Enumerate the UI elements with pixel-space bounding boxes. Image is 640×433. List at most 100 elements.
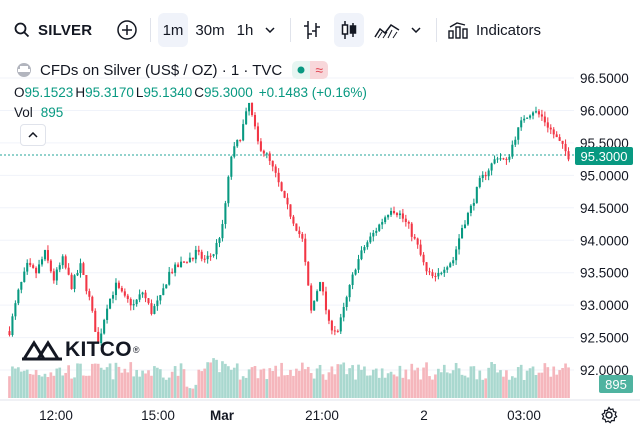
volume-bar xyxy=(43,373,47,398)
volume-bar xyxy=(448,373,452,398)
volume-bar xyxy=(327,372,331,398)
volume-bar xyxy=(537,372,541,398)
candle-body xyxy=(443,269,446,273)
interval-30m[interactable]: 30m xyxy=(195,21,225,39)
candle-body xyxy=(91,296,94,311)
cfd-indicator-icon: ≈ xyxy=(310,61,329,79)
candle-body xyxy=(363,247,366,251)
volume-bar xyxy=(392,374,396,398)
legend-collapse-button[interactable] xyxy=(20,124,46,146)
candle-body xyxy=(171,271,174,273)
candle-body xyxy=(416,238,419,245)
volume-bar xyxy=(333,374,337,398)
chevron-down-icon xyxy=(265,27,275,33)
volume-bar xyxy=(22,370,26,398)
indicators-button[interactable]: Indicators xyxy=(448,13,548,47)
candle-body xyxy=(150,303,153,314)
candle-body xyxy=(274,166,277,173)
candle-body xyxy=(478,178,481,187)
candle-body xyxy=(452,260,455,264)
candle-body xyxy=(481,174,484,179)
price-tick-label: 96.0000 xyxy=(580,103,629,118)
time-tick-label: 21:00 xyxy=(305,408,339,423)
candles-style-button[interactable] xyxy=(334,13,364,47)
volume-bar xyxy=(324,379,328,398)
candle-body xyxy=(135,299,138,305)
volume-bar xyxy=(481,379,485,398)
candle-body xyxy=(295,223,298,231)
volume-bar xyxy=(298,370,301,398)
low-value: 95.1340 xyxy=(143,84,193,100)
candle-body xyxy=(369,236,372,243)
candle-body xyxy=(230,156,233,177)
volume-bar xyxy=(525,370,529,398)
candle-body xyxy=(404,218,407,222)
candle-body xyxy=(138,294,141,300)
kitco-bars-icon xyxy=(22,340,62,361)
candle-body xyxy=(106,308,109,320)
interval-dropdown[interactable] xyxy=(260,13,280,47)
candle-body xyxy=(17,289,20,304)
area-style-button[interactable] xyxy=(372,13,402,47)
compare-add-button[interactable] xyxy=(112,13,142,47)
volume-bar xyxy=(123,368,127,398)
volume-bar xyxy=(132,376,136,398)
volume-bar xyxy=(164,379,168,398)
candle-body xyxy=(310,285,313,311)
candle-body xyxy=(14,303,17,317)
market-status-pill[interactable]: ≈ xyxy=(292,61,329,79)
candle-body xyxy=(496,158,499,160)
symbol-search[interactable]: SILVER xyxy=(14,13,92,47)
volume-bar xyxy=(28,373,32,398)
candle-body xyxy=(100,333,103,344)
candle-body xyxy=(493,159,496,164)
interval-1h[interactable]: 1h xyxy=(236,21,254,39)
candle-body xyxy=(561,140,564,144)
close-key: C xyxy=(194,84,204,100)
candle-body xyxy=(499,158,502,160)
candle-body xyxy=(114,282,117,296)
candle-body xyxy=(316,291,319,301)
candle-body xyxy=(67,267,70,275)
gear-icon[interactable] xyxy=(600,406,618,424)
candle-body xyxy=(298,230,301,235)
close-value: 95.3000 xyxy=(203,84,253,100)
candle-body xyxy=(555,134,558,138)
volume-bar xyxy=(484,378,488,398)
price-tick-label: 92.5000 xyxy=(580,331,629,346)
candle-body xyxy=(76,273,79,276)
volume-bar xyxy=(295,368,298,398)
volume-bar xyxy=(79,363,82,398)
bar-style-button[interactable] xyxy=(298,13,326,47)
candle-body xyxy=(268,153,271,161)
candle-body xyxy=(523,118,526,121)
candle-body xyxy=(330,320,333,331)
volume-bar xyxy=(271,370,275,398)
candle-body xyxy=(543,116,546,123)
volume-bar xyxy=(55,368,59,398)
volume-bar xyxy=(31,374,35,398)
volume-bar xyxy=(88,375,91,398)
volume-bar xyxy=(357,364,360,398)
toolbar-divider xyxy=(290,18,291,42)
candle-body xyxy=(94,310,97,332)
volume-bar xyxy=(413,370,417,398)
volume-bar xyxy=(283,375,286,398)
candle-body xyxy=(245,111,248,125)
registered-mark-icon: ® xyxy=(132,345,140,355)
open-key: O xyxy=(14,84,25,100)
price-axis: 96.500096.000095.500095.000094.500094.00… xyxy=(580,71,629,378)
candle-body xyxy=(70,274,73,289)
candle-body xyxy=(413,236,416,239)
volume-bar xyxy=(90,363,94,398)
indicators-label: Indicators xyxy=(476,21,542,39)
chart-style-dropdown[interactable] xyxy=(406,13,426,47)
candle-body xyxy=(514,139,517,145)
interval-1m[interactable]: 1m xyxy=(158,13,188,47)
volume-bar xyxy=(194,384,198,398)
volume-bar xyxy=(496,372,499,398)
volume-bar xyxy=(561,367,564,398)
candle-body xyxy=(73,275,76,289)
volume-bar xyxy=(445,372,449,398)
